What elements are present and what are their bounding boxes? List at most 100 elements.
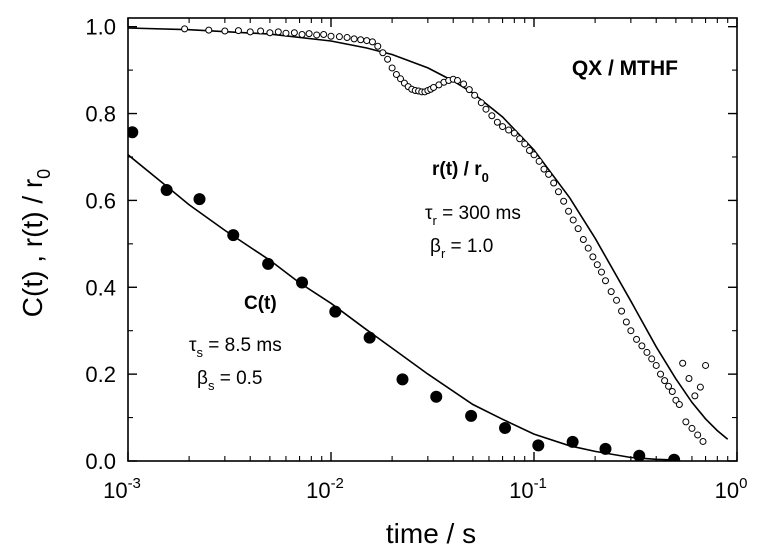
point-rt-87 bbox=[679, 359, 687, 367]
y-axis-label-sub: 0 bbox=[34, 169, 54, 179]
point-rt-47 bbox=[488, 112, 496, 120]
point-rt-78 bbox=[643, 348, 651, 356]
point-rt-68 bbox=[593, 261, 601, 269]
point-rt-21 bbox=[374, 42, 382, 50]
annotation-rt-name: r(t) / r0 bbox=[432, 159, 489, 185]
point-rt-17 bbox=[350, 35, 358, 43]
point-rt-15 bbox=[335, 33, 343, 41]
point-rt-74 bbox=[622, 318, 630, 326]
point-rt-2 bbox=[221, 27, 229, 35]
point-rt-84 bbox=[668, 388, 676, 396]
point-rt-60 bbox=[554, 188, 562, 196]
annotation-ct-name: C(t) bbox=[244, 293, 277, 314]
point-rt-23 bbox=[384, 55, 392, 63]
point-rt-73 bbox=[618, 307, 626, 315]
point-rt-45 bbox=[477, 99, 485, 107]
point-rt-25 bbox=[392, 70, 400, 78]
x-tick-label-1: 10-2 bbox=[306, 475, 344, 503]
point-ct-13 bbox=[566, 435, 579, 448]
point-rt-9 bbox=[290, 29, 298, 37]
point-rt-1 bbox=[205, 26, 213, 34]
point-rt-94 bbox=[699, 437, 707, 445]
point-rt-54 bbox=[525, 146, 533, 154]
point-rt-36 bbox=[430, 83, 438, 91]
point-ct-14 bbox=[599, 442, 612, 455]
y-tick-label-1: 0.2 bbox=[85, 362, 116, 387]
point-rt-48 bbox=[493, 118, 501, 126]
point-rt-82 bbox=[661, 377, 669, 385]
point-rt-24 bbox=[388, 64, 396, 72]
point-rt-13 bbox=[320, 31, 328, 39]
fit-curve-0 bbox=[128, 154, 676, 461]
point-rt-69 bbox=[597, 268, 605, 276]
point-rt-57 bbox=[540, 165, 548, 173]
point-rt-70 bbox=[601, 277, 609, 285]
point-ct-4 bbox=[262, 257, 275, 270]
x-tick-label-3: 100 bbox=[715, 475, 748, 503]
point-rt-76 bbox=[633, 335, 641, 343]
point-rt-91 bbox=[691, 392, 699, 400]
point-rt-14 bbox=[327, 32, 335, 40]
x-tick-label-2: 10-1 bbox=[509, 475, 547, 503]
point-rt-90 bbox=[688, 424, 696, 432]
annotation-rt-beta: βr = 1.0 bbox=[430, 236, 493, 261]
y-tick-label-4: 0.8 bbox=[85, 102, 116, 127]
point-rt-61 bbox=[560, 197, 568, 205]
fit-curve-1 bbox=[128, 27, 729, 440]
point-ct-15 bbox=[633, 449, 646, 461]
point-rt-8 bbox=[282, 29, 290, 37]
point-ct-5 bbox=[296, 276, 309, 289]
point-rt-4 bbox=[246, 28, 254, 36]
point-rt-86 bbox=[675, 401, 683, 409]
point-rt-46 bbox=[482, 105, 490, 113]
point-rt-11 bbox=[305, 30, 313, 38]
point-ct-12 bbox=[532, 439, 545, 452]
point-rt-50 bbox=[505, 126, 513, 134]
point-rt-75 bbox=[627, 327, 635, 335]
point-ct-3 bbox=[227, 229, 240, 242]
point-rt-52 bbox=[516, 135, 524, 143]
point-rt-16 bbox=[343, 34, 351, 42]
point-ct-10 bbox=[465, 409, 478, 422]
point-rt-59 bbox=[550, 179, 558, 187]
point-rt-19 bbox=[363, 37, 371, 45]
point-rt-83 bbox=[665, 382, 673, 390]
point-rt-64 bbox=[574, 225, 582, 233]
point-ct-11 bbox=[499, 421, 512, 434]
point-rt-80 bbox=[652, 361, 660, 369]
point-rt-20 bbox=[368, 38, 376, 46]
point-rt-0 bbox=[181, 25, 189, 33]
point-rt-81 bbox=[657, 370, 665, 378]
point-rt-65 bbox=[579, 236, 587, 243]
y-tick-label-2: 0.4 bbox=[85, 275, 116, 300]
data-markers bbox=[128, 25, 710, 461]
point-rt-18 bbox=[357, 36, 365, 44]
point-rt-5 bbox=[257, 27, 265, 35]
point-rt-44 bbox=[471, 91, 479, 99]
point-rt-93 bbox=[696, 383, 704, 391]
plot-frame bbox=[127, 17, 738, 462]
point-rt-58 bbox=[545, 170, 553, 178]
annotation-ct-beta: βs = 0.5 bbox=[197, 368, 263, 393]
x-axis-label: time / s bbox=[386, 518, 476, 549]
point-rt-62 bbox=[565, 207, 573, 215]
point-rt-77 bbox=[638, 342, 646, 350]
y-tick-label-3: 0.6 bbox=[85, 188, 116, 213]
point-ct-16 bbox=[668, 453, 681, 461]
point-rt-10 bbox=[298, 31, 306, 39]
point-ct-0 bbox=[128, 126, 139, 139]
point-rt-72 bbox=[613, 296, 621, 304]
point-rt-41 bbox=[454, 77, 462, 85]
annotation-rt-name-sub: 0 bbox=[482, 170, 489, 185]
point-ct-1 bbox=[160, 183, 173, 196]
point-rt-22 bbox=[379, 49, 387, 57]
point-ct-8 bbox=[396, 373, 409, 386]
point-rt-56 bbox=[535, 157, 543, 165]
point-rt-66 bbox=[584, 244, 592, 252]
point-rt-88 bbox=[682, 418, 690, 426]
point-rt-92 bbox=[694, 431, 702, 439]
point-rt-89 bbox=[685, 374, 693, 382]
point-rt-43 bbox=[465, 86, 473, 94]
point-rt-12 bbox=[313, 31, 321, 39]
